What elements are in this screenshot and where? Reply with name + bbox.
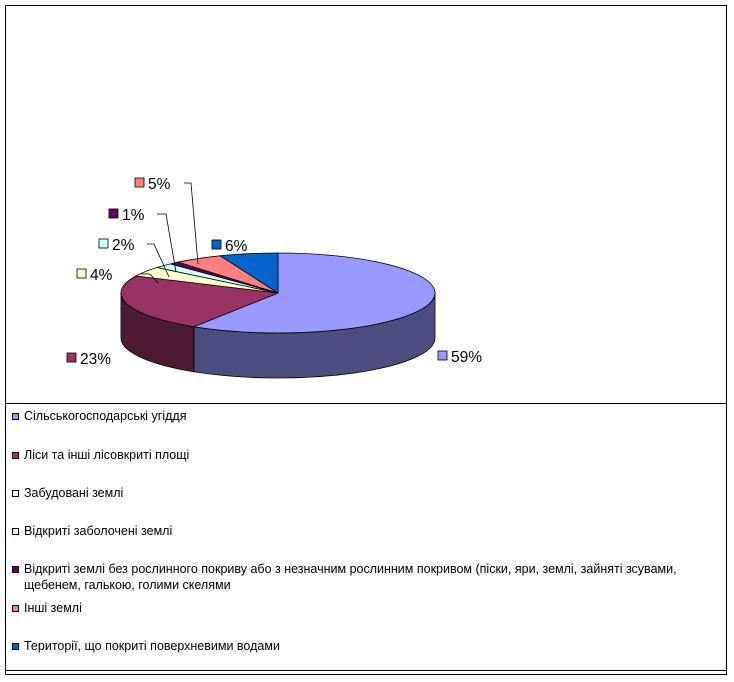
legend-label-0: Сільськогосподарські угіддя [24,409,187,423]
data-label-5: 5% [148,176,171,193]
chart-frame: 59% 23% 4% 2% 1% 5% 6% Сільськогосподарські уг… [5,5,727,675]
legend-item-0[interactable]: Сільськогосподарські угіддя [12,408,724,424]
legend-label-3: Відкриті заболочені землі [24,524,173,538]
data-label-1: 23% [80,351,111,368]
legend-label-6: Території, що покриті поверхневими водам… [24,639,280,653]
pie-slice-6[interactable] [219,252,279,294]
legend-swatch-4 [12,566,19,573]
data-label-0: 59% [451,349,482,366]
legend-item-4[interactable]: Відкриті землі без рослинного покриву аб… [12,561,724,593]
legend-swatch-2 [12,490,19,497]
data-labels: 59% 23% 4% 2% 1%5% 6% [66,176,482,368]
legend-swatch-5 [12,605,19,612]
legend-swatch-3 [12,528,19,535]
data-label-3: 2% [112,237,135,254]
legend-swatch-6 [12,643,19,650]
data-label-swatch-6 [211,239,222,250]
legend-item-3[interactable]: Відкриті заболочені землі [12,523,724,539]
pie-chart: 59% 23% 4% 2% 1%5% 6% [66,176,482,379]
data-label-4: 1% [122,207,145,224]
legend-label-2: Забудовані землі [24,486,124,500]
data-label-swatch-1 [66,352,77,363]
legend-swatch-1 [12,452,19,459]
legend-label-1: Ліси та інші лісовкриті площі [24,448,190,462]
plot-area: 59% 23% 4% 2% 1% 5% 6% [6,6,726,403]
legend-item-5[interactable]: Інші землі [12,600,724,616]
data-label-swatch-0 [437,350,448,361]
data-label-swatch-5 [134,177,145,188]
legend-item-1[interactable]: Ліси та інші лісовкриті площі [12,447,724,463]
data-label-swatch-2 [76,268,87,279]
leader-line-4 [157,213,177,273]
leader-line-5 [184,182,199,265]
legend-swatch-0 [12,413,19,420]
legend: Сільськогосподарські угіддя Ліси та інші … [6,403,726,676]
data-label-swatch-4 [108,208,119,219]
data-label-6: 6% [225,238,248,255]
pie-slices [120,252,436,334]
pie-slice-0[interactable] [192,252,436,334]
data-label-swatch-3 [98,238,109,249]
legend-bottom-border [6,670,726,674]
legend-item-6[interactable]: Території, що покриті поверхневими водам… [12,638,724,654]
leader-line-3 [147,243,170,278]
legend-item-2[interactable]: Забудовані землі [12,485,724,501]
leader-line-2 [141,273,159,284]
data-label-2: 4% [90,267,113,284]
legend-label-5: Інші землі [24,601,82,615]
legend-label-4: Відкриті землі без рослинного покриву аб… [24,562,677,592]
